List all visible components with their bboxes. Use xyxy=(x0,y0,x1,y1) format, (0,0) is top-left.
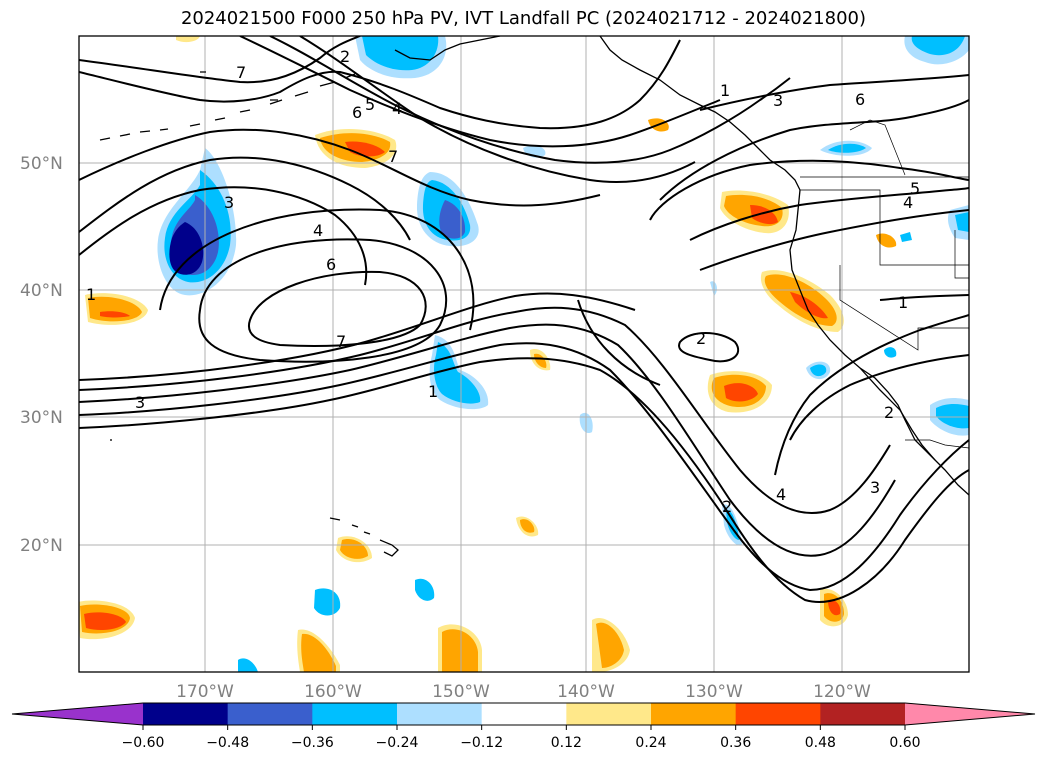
map-title: 2024021500 F000 250 hPa PV, IVT Landfall… xyxy=(180,8,867,29)
contour-label: 5 xyxy=(910,179,920,198)
lat-label: 50°N xyxy=(20,154,63,174)
colorbar-tick-label: 0.48 xyxy=(805,735,836,751)
negative-anomaly-fills xyxy=(157,36,969,672)
colorbar-tick-label: 0.24 xyxy=(635,735,666,751)
colorbar xyxy=(11,702,1036,726)
colorbar-tick-label: −0.36 xyxy=(291,735,334,751)
colorbar-tick-label: −0.24 xyxy=(376,735,419,751)
map-frame xyxy=(78,35,970,673)
colorbar-swatch xyxy=(651,703,737,725)
contour-label: 1 xyxy=(86,285,96,304)
colorbar-tick-label: 0.12 xyxy=(551,735,582,751)
contour-label: 3 xyxy=(135,393,145,412)
colorbar-swatch xyxy=(735,703,821,725)
contour-labels: 7 7 6 5 4 3 4 6 7 3 1 2 1 3 6 5 4 1 2 2 … xyxy=(86,47,920,516)
contour-label: 6 xyxy=(352,103,362,122)
colorbar-swatch xyxy=(481,703,567,725)
lon-label: 120°W xyxy=(813,682,871,702)
colorbar-swatch xyxy=(312,703,398,725)
lat-label: 40°N xyxy=(20,281,63,301)
colorbar-swatch xyxy=(566,703,652,725)
colorbar-swatch xyxy=(820,703,906,725)
contour-label: 3 xyxy=(773,91,783,110)
contour-label: 6 xyxy=(855,90,865,109)
longitude-labels: 170°W 160°W 150°W 140°W 130°W 120°W xyxy=(176,682,871,702)
contour-label: 7 xyxy=(336,332,346,351)
contour-label: 2 xyxy=(884,403,894,422)
lon-label: 130°W xyxy=(685,682,743,702)
contour-label: 1 xyxy=(428,382,438,401)
colorbar-swatch xyxy=(143,703,229,725)
lon-label: 170°W xyxy=(176,682,234,702)
lat-label: 20°N xyxy=(20,536,63,556)
contour-label: 6 xyxy=(326,255,336,274)
contour-label: 5 xyxy=(365,95,375,114)
positive-anomaly-fills xyxy=(79,36,897,672)
contour-label: 2 xyxy=(722,497,732,516)
colorbar-extend-low xyxy=(12,703,143,725)
lat-label: 30°N xyxy=(20,408,63,428)
contour-label: 4 xyxy=(776,485,786,504)
contour-label: 1 xyxy=(898,293,908,312)
colorbar-tick-label: 0.36 xyxy=(720,735,751,751)
contour-label: 1 xyxy=(720,81,730,100)
contour-label: 4 xyxy=(313,221,323,240)
contour-label: 7 xyxy=(236,63,246,82)
colorbar-extend-high xyxy=(905,703,1035,725)
political-boundaries xyxy=(800,119,969,449)
contour-label: 3 xyxy=(224,193,234,212)
contour-label: 2 xyxy=(340,47,350,66)
contour-label: 3 xyxy=(870,478,880,497)
colorbar-tick-label: −0.60 xyxy=(122,735,165,751)
lon-label: 150°W xyxy=(432,682,490,702)
colorbar-swatch xyxy=(227,703,313,725)
contour-label: 2 xyxy=(696,329,706,348)
contour-label: 4 xyxy=(903,193,913,212)
contour-label: 7 xyxy=(388,147,398,166)
latitude-labels: 50°N 40°N 30°N 20°N xyxy=(20,154,63,556)
colorbar-tick-label: −0.12 xyxy=(460,735,503,751)
colorbar-swatch xyxy=(397,703,483,725)
lon-label: 160°W xyxy=(304,682,362,702)
lon-label: 140°W xyxy=(557,682,615,702)
ivt-contours xyxy=(79,36,969,603)
colorbar-tick-label: −0.48 xyxy=(206,735,249,751)
colorbar-tick-label: 0.60 xyxy=(889,735,920,751)
contour-label: 4 xyxy=(392,99,402,118)
colorbar-tick-labels: −0.60 −0.48 −0.36 −0.24 −0.12 0.12 0.24 0.36 0.4… xyxy=(122,725,921,751)
